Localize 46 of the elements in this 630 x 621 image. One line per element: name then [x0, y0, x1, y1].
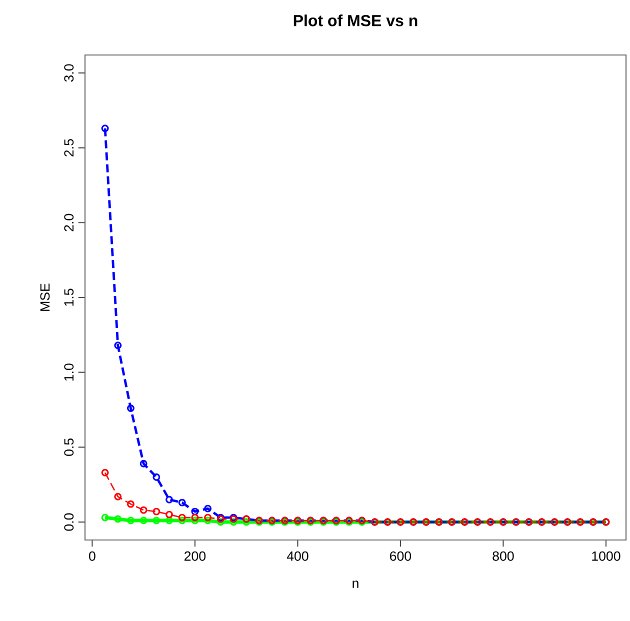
- point: [101, 468, 109, 476]
- point: [191, 516, 199, 524]
- point: [152, 516, 160, 524]
- point: [114, 342, 122, 350]
- x-tick-label: 0: [89, 551, 96, 561]
- point: [191, 508, 199, 516]
- point: [152, 473, 160, 481]
- point: [166, 510, 173, 518]
- point: [114, 492, 122, 500]
- x-tick-label: 200: [184, 551, 206, 561]
- chart-title: Plot of MSE vs n: [294, 14, 418, 26]
- x-tick-label: 400: [286, 551, 308, 561]
- point: [166, 496, 173, 504]
- point: [191, 514, 199, 522]
- point: [140, 460, 148, 468]
- point: [216, 518, 224, 526]
- point: [127, 404, 134, 412]
- y-axis-title: MSE: [40, 284, 50, 311]
- y-tick-label: 1.0: [64, 364, 74, 381]
- y-tick-label: 2.5: [64, 139, 74, 156]
- point: [204, 504, 212, 512]
- x-tick-label: 600: [390, 551, 412, 561]
- point: [127, 500, 134, 508]
- point: [140, 506, 148, 514]
- y-tick-label: 3.0: [64, 64, 74, 82]
- point: [101, 514, 109, 522]
- y-tick-label: 2.0: [64, 214, 74, 232]
- y-tick-label: 0.0: [64, 513, 74, 531]
- point: [178, 514, 186, 522]
- point: [166, 516, 173, 524]
- x-axis-title: n: [352, 580, 358, 588]
- point: [127, 516, 134, 524]
- point: [204, 516, 212, 524]
- point: [204, 514, 212, 522]
- x-tick-label: 800: [492, 551, 514, 561]
- point: [178, 516, 186, 524]
- point: [178, 498, 186, 506]
- point: [114, 515, 122, 523]
- x-tick-label: 1000: [592, 551, 620, 561]
- y-tick-label: 1.5: [64, 288, 74, 306]
- point: [230, 518, 238, 526]
- point: [101, 124, 109, 132]
- y-tick-label: 0.5: [64, 438, 74, 456]
- point: [140, 516, 148, 524]
- point: [242, 518, 250, 526]
- point: [152, 508, 160, 516]
